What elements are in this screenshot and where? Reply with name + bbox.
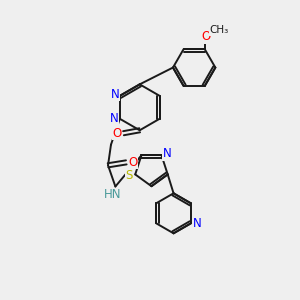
Text: N: N bbox=[163, 147, 172, 161]
Text: N: N bbox=[193, 217, 202, 230]
Text: O: O bbox=[128, 156, 137, 169]
Text: S: S bbox=[126, 169, 133, 182]
Text: O: O bbox=[112, 127, 122, 140]
Text: N: N bbox=[111, 88, 120, 101]
Text: N: N bbox=[110, 112, 119, 125]
Text: HN: HN bbox=[104, 188, 121, 201]
Text: CH₃: CH₃ bbox=[210, 26, 229, 35]
Text: O: O bbox=[202, 30, 211, 43]
